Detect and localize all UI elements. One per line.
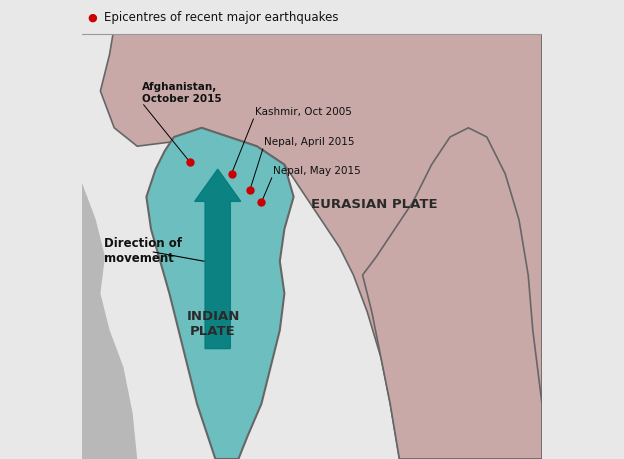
Polygon shape	[363, 129, 542, 459]
Text: Direction of
movement: Direction of movement	[104, 236, 182, 264]
Polygon shape	[100, 0, 542, 459]
Text: Epicentres of recent major earthquakes: Epicentres of recent major earthquakes	[104, 11, 339, 24]
Text: Kashmir, Oct 2005: Kashmir, Oct 2005	[255, 107, 351, 117]
Polygon shape	[82, 0, 137, 459]
Text: EURASIAN PLATE: EURASIAN PLATE	[311, 198, 437, 211]
Text: Afghanistan,
October 2015: Afghanistan, October 2015	[142, 82, 222, 103]
Text: Nepal, May 2015: Nepal, May 2015	[273, 166, 361, 176]
Bar	[82, 0, 542, 34]
Text: Nepal, April 2015: Nepal, April 2015	[264, 137, 354, 147]
Polygon shape	[147, 129, 294, 459]
FancyArrow shape	[195, 170, 241, 349]
Text: ●: ●	[87, 12, 97, 22]
Text: INDIAN
PLATE: INDIAN PLATE	[187, 310, 240, 337]
